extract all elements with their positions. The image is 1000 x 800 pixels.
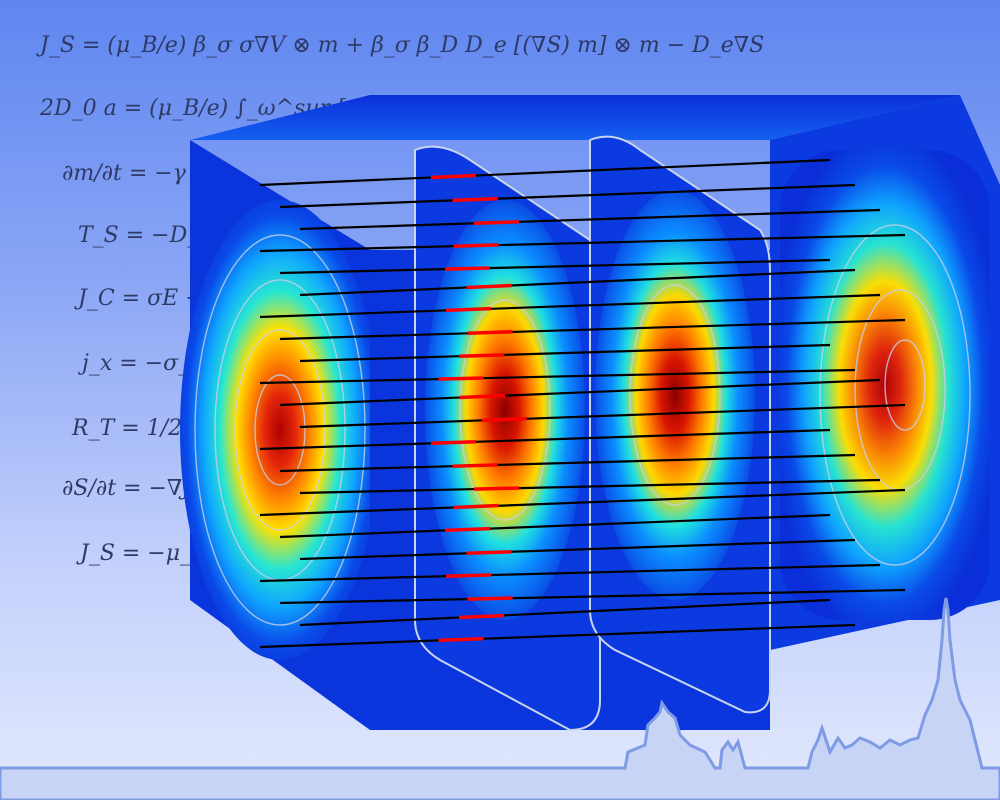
vector-arrow — [259, 623, 856, 649]
vector-arrow-tip — [445, 306, 492, 313]
vector-arrow — [259, 233, 906, 253]
vector-arrow-tip — [466, 550, 512, 556]
vector-arrow — [299, 208, 881, 231]
vector-arrow-tip — [473, 486, 520, 491]
equation-8: ∂S/∂t = −∇J — [62, 476, 192, 501]
vector-arrow-tip — [452, 463, 498, 468]
slice-1 — [414, 145, 601, 732]
vector-arrow — [279, 453, 856, 473]
vector-arrow-tip — [452, 196, 498, 203]
vector-arrow-tip — [430, 173, 477, 180]
vector-arrow — [259, 488, 906, 517]
vector-arrow — [279, 318, 906, 341]
vector-arrow — [259, 563, 881, 583]
vector-arrow — [299, 343, 831, 363]
vector-arrow — [259, 293, 881, 319]
vector-arrow-tip — [444, 526, 491, 533]
vector-arrow-tip — [453, 503, 499, 510]
vector-arrow — [279, 588, 906, 605]
vector-arrow-tip — [445, 573, 492, 578]
vector-arrow-tip — [481, 416, 527, 423]
equation-1: J_S = (μ_B/e) β_σ σ∇V ⊗ m + β_σ β_D D_e … — [36, 33, 764, 58]
vector-arrow-tip — [458, 613, 505, 620]
vector-arrow-tip — [444, 266, 491, 271]
vector-arrow-tip — [466, 283, 512, 290]
city-skyline-silhouette-icon — [0, 597, 1000, 800]
vector-arrow — [299, 268, 856, 297]
vector-arrow — [259, 428, 831, 451]
vector-arrow-tip — [467, 596, 513, 601]
slice-2 — [589, 135, 771, 714]
vector-arrow — [259, 368, 856, 385]
skyline-outline — [0, 597, 1000, 800]
vector-arrow — [279, 378, 881, 407]
vector-arrow — [299, 538, 856, 561]
vector-arrow-tip — [453, 243, 499, 248]
vector-arrow — [279, 183, 856, 209]
equation-3: ∂m/∂t = −γ m — [62, 161, 214, 186]
equation-5: J_C = σE + — [74, 286, 204, 311]
vector-arrow-tip — [473, 220, 520, 226]
cube-top-face — [190, 95, 960, 140]
field-cube — [180, 95, 1000, 732]
vector-arrow — [279, 513, 831, 539]
vector-arrow — [259, 158, 831, 187]
front-face-field — [180, 200, 380, 660]
current-vector-arrows — [259, 158, 906, 649]
vector-arrow — [279, 258, 831, 275]
vector-arrow-tip — [438, 376, 484, 381]
vector-arrow — [299, 403, 906, 429]
vector-arrow — [299, 478, 881, 495]
vector-arrow-tip — [458, 353, 505, 358]
vector-arrow — [299, 598, 831, 627]
vector-arrow-tip — [459, 393, 506, 400]
vector-arrow-tip — [430, 440, 477, 446]
vector-arrow-tip — [467, 330, 513, 336]
vector-arrow-tip — [438, 636, 484, 643]
